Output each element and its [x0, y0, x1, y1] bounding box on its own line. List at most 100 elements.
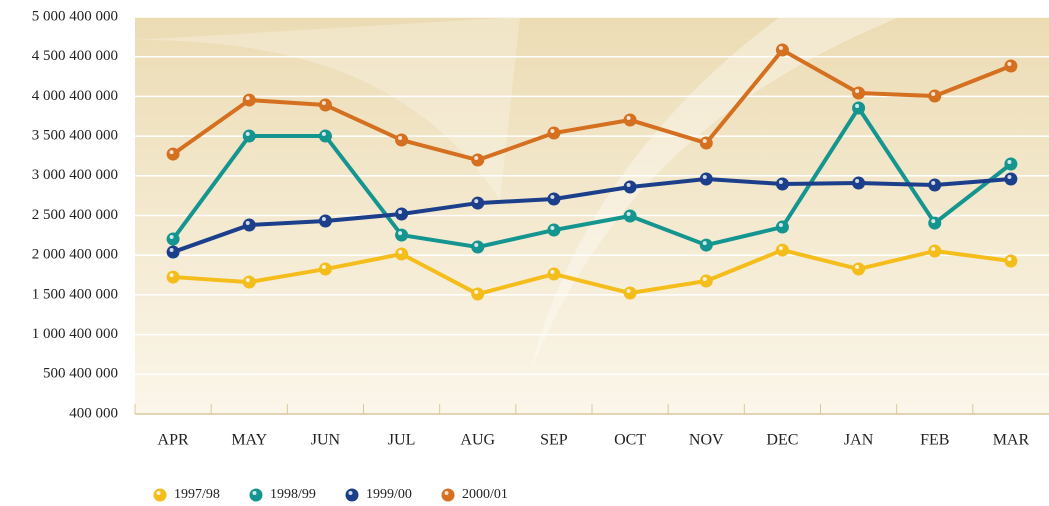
- x-tick-label: MAY: [231, 432, 267, 449]
- data-point: [547, 193, 560, 206]
- data-point: [319, 99, 332, 112]
- data-point: [395, 248, 408, 261]
- point-highlight: [1007, 175, 1011, 179]
- point-highlight: [1007, 257, 1011, 261]
- data-point: [1004, 158, 1017, 171]
- y-tick-label: 5 000 400 000: [32, 8, 118, 24]
- data-point: [395, 208, 408, 221]
- point-highlight: [398, 231, 402, 235]
- legend-label: 1998/99: [270, 487, 316, 502]
- legend-label: 1997/98: [174, 487, 220, 502]
- point-highlight: [474, 156, 478, 160]
- point-highlight: [779, 180, 783, 184]
- data-point: [243, 276, 256, 289]
- data-point: [852, 87, 865, 100]
- legend-marker: [154, 489, 167, 502]
- data-point: [243, 94, 256, 107]
- data-point: [700, 137, 713, 150]
- data-point: [700, 173, 713, 186]
- y-tick-label: 2 500 400 000: [32, 207, 118, 223]
- point-highlight: [474, 290, 478, 294]
- legend-marker: [250, 489, 263, 502]
- point-highlight: [550, 129, 554, 133]
- y-tick-label: 1 500 400 000: [32, 286, 118, 302]
- point-highlight: [157, 491, 161, 495]
- data-point: [471, 288, 484, 301]
- data-point: [395, 134, 408, 147]
- point-highlight: [703, 175, 707, 179]
- data-point: [624, 114, 637, 127]
- data-point: [776, 221, 789, 234]
- point-highlight: [253, 491, 257, 495]
- chart: 400 000500 400 0001 000 400 0001 500 400…: [0, 0, 1049, 506]
- data-point: [471, 197, 484, 210]
- data-point: [700, 275, 713, 288]
- data-point: [547, 224, 560, 237]
- data-point: [243, 219, 256, 232]
- legend-marker: [346, 489, 359, 502]
- data-point: [928, 245, 941, 258]
- point-highlight: [322, 132, 326, 136]
- y-tick-label: 1 000 400 000: [32, 326, 118, 342]
- y-tick-label: 4 000 400 000: [32, 88, 118, 104]
- point-highlight: [703, 277, 707, 281]
- point-highlight: [246, 132, 250, 136]
- data-point: [852, 263, 865, 276]
- data-point: [167, 233, 180, 246]
- data-point: [319, 130, 332, 143]
- data-point: [928, 90, 941, 103]
- point-highlight: [246, 221, 250, 225]
- data-point: [624, 210, 637, 223]
- data-point: [624, 287, 637, 300]
- point-highlight: [779, 46, 783, 50]
- data-point: [395, 229, 408, 242]
- point-highlight: [170, 235, 174, 239]
- point-highlight: [322, 101, 326, 105]
- point-highlight: [1007, 62, 1011, 66]
- y-tick-label: 400 000: [69, 405, 118, 421]
- legend-marker: [442, 489, 455, 502]
- x-tick-label: DEC: [766, 432, 798, 449]
- point-highlight: [550, 270, 554, 274]
- y-tick-label: 3 000 400 000: [32, 167, 118, 183]
- data-point: [1004, 255, 1017, 268]
- y-tick-label: 2 000 400 000: [32, 247, 118, 263]
- point-highlight: [349, 491, 353, 495]
- point-highlight: [550, 195, 554, 199]
- point-highlight: [170, 150, 174, 154]
- x-tick-label: SEP: [540, 432, 568, 449]
- data-point: [624, 181, 637, 194]
- point-highlight: [322, 217, 326, 221]
- data-point: [776, 244, 789, 257]
- point-highlight: [931, 247, 935, 251]
- data-point: [243, 130, 256, 143]
- point-highlight: [627, 212, 631, 216]
- point-highlight: [1007, 160, 1011, 164]
- point-highlight: [322, 265, 326, 269]
- data-point: [319, 263, 332, 276]
- x-tick-label: AUG: [460, 432, 495, 449]
- data-point: [852, 102, 865, 115]
- x-tick-label: NOV: [689, 432, 724, 449]
- point-highlight: [703, 139, 707, 143]
- data-point: [319, 215, 332, 228]
- data-point: [928, 217, 941, 230]
- data-point: [1004, 173, 1017, 186]
- data-point: [167, 271, 180, 284]
- data-point: [471, 154, 484, 167]
- point-highlight: [627, 183, 631, 187]
- point-highlight: [474, 243, 478, 247]
- y-tick-label: 3 500 400 000: [32, 128, 118, 144]
- data-point: [167, 246, 180, 259]
- x-tick-label: MAR: [993, 432, 1030, 449]
- point-highlight: [398, 136, 402, 140]
- data-point: [852, 177, 865, 190]
- legend-label: 1999/00: [366, 487, 412, 502]
- x-tick-label: FEB: [920, 432, 949, 449]
- data-point: [1004, 60, 1017, 73]
- x-tick-label: JUL: [388, 432, 416, 449]
- point-highlight: [246, 278, 250, 282]
- point-highlight: [779, 246, 783, 250]
- point-highlight: [445, 491, 449, 495]
- data-point: [547, 127, 560, 140]
